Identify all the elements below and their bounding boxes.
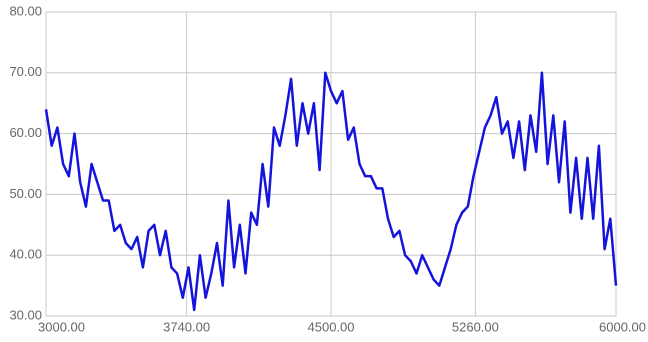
y-tick-label: 60.00 (9, 125, 42, 140)
x-tick-label: 3740.00 (163, 319, 210, 334)
y-tick-label: 30.00 (9, 307, 42, 322)
y-tick-label: 40.00 (9, 247, 42, 262)
x-tick-label: 3000.00 (38, 319, 85, 334)
x-tick-label: 6000.00 (599, 319, 646, 334)
x-tick-label: 5260.00 (452, 319, 499, 334)
y-tick-label: 50.00 (9, 186, 42, 201)
y-tick-label: 70.00 (9, 64, 42, 79)
x-tick-label: 4500.00 (308, 319, 355, 334)
y-tick-label: 80.00 (9, 3, 42, 18)
data-line (44, 71, 618, 312)
